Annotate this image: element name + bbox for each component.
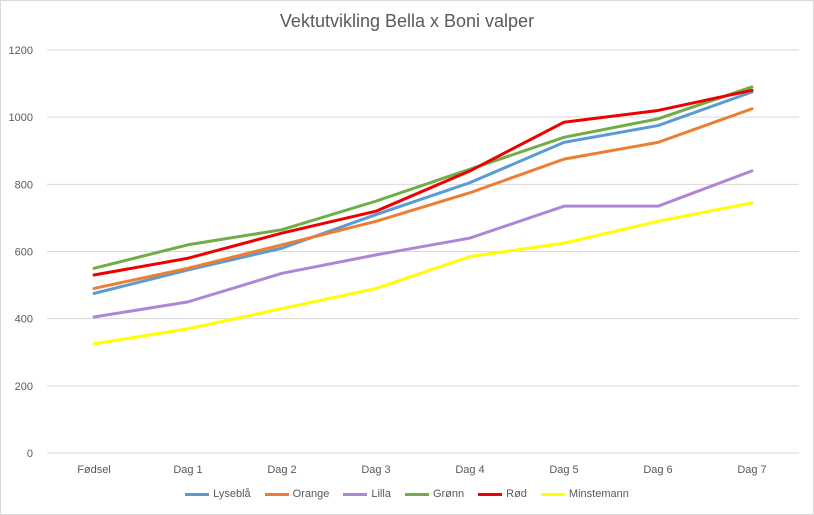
legend-item: Lilla — [343, 488, 391, 500]
legend-label: Orange — [292, 488, 330, 500]
x-tick-label: Dag 2 — [267, 464, 296, 476]
y-tick-label: 1200 — [9, 45, 33, 57]
legend-swatch — [343, 492, 368, 496]
series-line — [92, 90, 754, 295]
series-line — [92, 88, 754, 277]
chart-title: Vektutvikling Bella x Boni valper — [279, 11, 535, 31]
legend-label: Minstemann — [568, 488, 629, 500]
series-line — [92, 107, 754, 290]
line-chart-plot: 0 200 400 600 800 1000 1200 Fødsel Dag 1 Dag 2 Dag… — [9, 45, 799, 476]
x-tick-label: Dag 3 — [361, 464, 390, 476]
legend-label: Rød — [506, 488, 527, 500]
y-tick-label: 800 — [15, 179, 33, 191]
x-tick-label: Dag 7 — [737, 464, 766, 476]
legend-swatch — [264, 492, 289, 496]
series-line — [92, 201, 754, 346]
series-line — [92, 85, 754, 270]
legend-item: Grønn — [404, 488, 465, 500]
legend-swatch — [478, 492, 503, 496]
legend-item: Minstemann — [540, 488, 629, 500]
x-tick-label: Dag 5 — [549, 464, 578, 476]
legend-item: Orange — [264, 488, 330, 500]
legend-swatch — [404, 492, 429, 496]
legend-label: Grønn — [432, 488, 465, 500]
x-tick-label: Dag 1 — [173, 464, 202, 476]
legend: Lyseblå Orange Lilla Grønn Rød Minstemann — [1, 488, 813, 500]
legend-item: Lyseblå — [185, 488, 251, 500]
x-tick-label: Dag 4 — [455, 464, 484, 476]
y-tick-label: 0 — [27, 448, 33, 460]
legend-label: Lyseblå — [213, 488, 251, 500]
legend-item: Rød — [478, 488, 527, 500]
y-tick-label: 400 — [15, 314, 33, 326]
x-tick-label: Dag 6 — [643, 464, 672, 476]
legend-swatch — [185, 492, 210, 496]
y-tick-label: 200 — [15, 381, 33, 393]
legend-swatch — [540, 492, 565, 496]
legend-label: Lilla — [371, 488, 391, 500]
x-tick-label: Fødsel — [77, 464, 111, 476]
series-line — [92, 169, 754, 319]
y-tick-label: 1000 — [9, 112, 33, 124]
y-tick-label: 600 — [15, 247, 33, 259]
